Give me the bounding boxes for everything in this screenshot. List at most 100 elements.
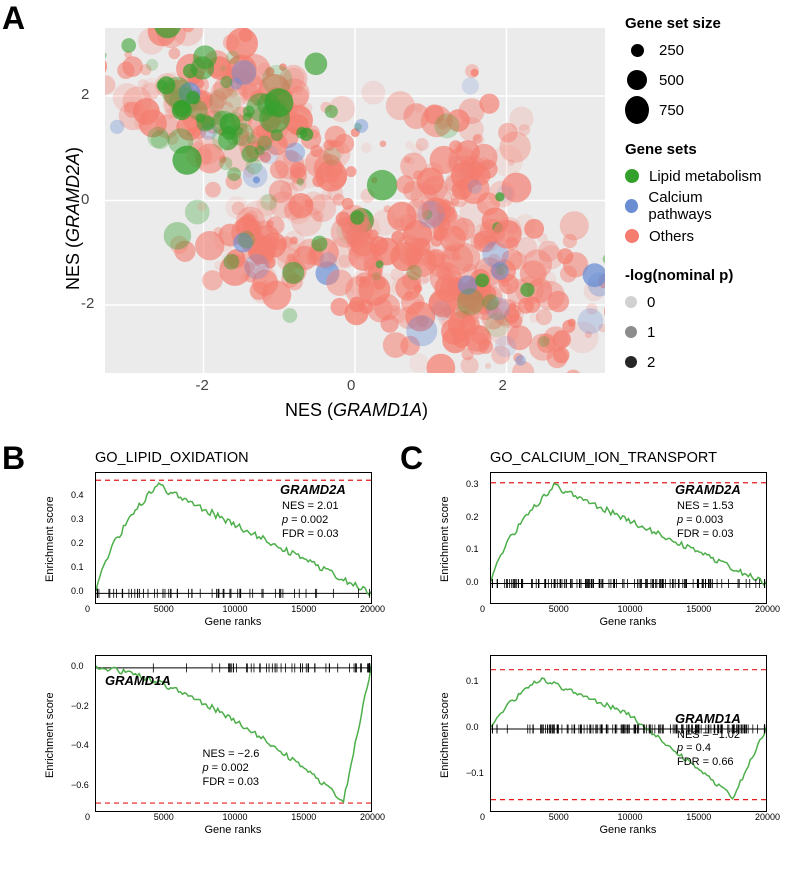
gsea-ytick-label: 0.1	[466, 544, 479, 554]
gsea-ylabel: Enrichment score	[439, 496, 451, 582]
gsea-ytick-label: 0.2	[71, 538, 84, 548]
gsea-xlabel: Gene ranks	[600, 616, 657, 628]
gsea-xtick-label: 20000	[360, 812, 385, 822]
legend-color-row: Lipid metabolism	[625, 163, 765, 189]
gsea-xtick-label: 15000	[291, 604, 316, 614]
gsea-stats: NES = −1.02p = 0.4FDR = 0.66	[677, 729, 740, 770]
gsea-c-top: Enrichment score Gene ranks 0.0 0.1 0.2 0.3 0 5…	[435, 467, 770, 652]
gsea-b-top: Enrichment scoreGene ranks0.00.10.20.30.…	[40, 467, 375, 652]
gsea-xlabel: Gene ranks	[205, 616, 262, 628]
legend-alpha-row: 1	[625, 319, 765, 345]
gsea-xtick-label: 10000	[223, 812, 248, 822]
legend-color-block: Gene sets Lipid metabolism Calcium pathwa…	[625, 141, 765, 249]
legend-label: Lipid metabolism	[649, 168, 762, 185]
gsea-ytick-label: 0.0	[71, 586, 84, 596]
panel-label-b: B	[2, 440, 25, 477]
scatter-plot-area	[105, 28, 605, 373]
panel-a-scatter-container: Human Liver, Male NES (GRAMD2A) NES (GRA…	[45, 10, 765, 430]
x-axis-gene: GRAMD1A	[333, 400, 422, 420]
panel-c-title: GO_CALCIUM_ION_TRANSPORT	[490, 450, 717, 466]
gsea-xtick-label: 0	[85, 604, 90, 614]
legend-size-row: 500	[625, 67, 765, 93]
gsea-xlabel: Gene ranks	[600, 824, 657, 836]
legend-label: 250	[659, 42, 684, 59]
gsea-xtick-label: 5000	[154, 604, 174, 614]
legend-alpha-title: -log(nominal p)	[625, 267, 765, 284]
gsea-ylabel: Enrichment score	[44, 692, 56, 778]
x-axis-suffix: )	[422, 400, 428, 420]
legend-color-row: Calcium pathways	[625, 193, 765, 219]
gsea-xtick-label: 5000	[549, 604, 569, 614]
gsea-ytick-label: −0.1	[466, 768, 484, 778]
legend-label: Calcium pathways	[648, 189, 765, 223]
x-axis-prefix: NES (	[285, 400, 333, 420]
gsea-gene-label: GRAMD2A	[675, 482, 741, 497]
legend-alpha-block: -log(nominal p) 0 1 2	[625, 267, 765, 375]
gsea-stats: NES = −2.6p = 0.002FDR = 0.03	[203, 748, 260, 789]
figure-root: A B C Human Liver, Male NES (GRAMD2A) NE…	[0, 0, 790, 891]
legend-label: 2	[647, 354, 655, 371]
gsea-ytick-label: 0.2	[466, 512, 479, 522]
gsea-xlabel: Gene ranks	[205, 824, 262, 836]
gsea-xtick-label: 15000	[291, 812, 316, 822]
gsea-ytick-label: 0.4	[71, 490, 84, 500]
gsea-stats: NES = 2.01p = 0.002FDR = 0.03	[282, 500, 339, 541]
gsea-stats: NES = 1.53p = 0.003FDR = 0.03	[677, 500, 734, 541]
gsea-ytick-label: 0.0	[466, 577, 479, 587]
gsea-xtick-label: 0	[480, 604, 485, 614]
legend-alpha-row: 0	[625, 289, 765, 315]
gsea-gene-label: GRAMD1A	[675, 711, 741, 726]
legend-size-row: 750	[625, 97, 765, 123]
scatter-svg	[105, 28, 605, 373]
legend-label: 750	[659, 102, 684, 119]
gsea-xtick-label: 20000	[755, 604, 780, 614]
gsea-xtick-label: 0	[85, 812, 90, 822]
gsea-xtick-label: 20000	[360, 604, 385, 614]
gsea-ytick-label: −0.2	[71, 701, 89, 711]
panel-b-title: GO_LIPID_OXIDATION	[95, 450, 249, 466]
x-tick-label: -2	[195, 377, 208, 394]
legend-color-title: Gene sets	[625, 141, 765, 158]
legend-label: 1	[647, 324, 655, 341]
legend-size-title: Gene set size	[625, 15, 765, 32]
gsea-gene-label: GRAMD1A	[105, 673, 171, 688]
gsea-xtick-label: 15000	[686, 812, 711, 822]
gsea-ytick-label: 0.1	[71, 562, 84, 572]
x-tick-label: 0	[347, 377, 355, 394]
y-axis-gene: GRAMD2A	[63, 153, 83, 242]
gsea-xtick-label: 20000	[755, 812, 780, 822]
gsea-ylabel: Enrichment score	[44, 496, 56, 582]
gsea-ytick-label: −0.6	[71, 780, 89, 790]
gsea-ytick-label: 0.3	[466, 479, 479, 489]
y-axis-prefix: NES (	[63, 242, 83, 290]
legend-label: 0	[647, 294, 655, 311]
gsea-xtick-label: 10000	[223, 604, 248, 614]
gsea-c-bottom: Enrichment score Gene ranks −0.1 0.0 0.1 0 500…	[435, 650, 770, 865]
gsea-xtick-label: 10000	[618, 812, 643, 822]
gsea-xtick-label: 0	[480, 812, 485, 822]
gsea-ytick-label: 0.1	[466, 676, 479, 686]
gsea-xtick-label: 15000	[686, 604, 711, 614]
gsea-xtick-label: 5000	[549, 812, 569, 822]
y-tick-label: 0	[81, 191, 89, 208]
x-tick-label: 2	[499, 377, 507, 394]
legend-color-row: Others	[625, 223, 765, 249]
gsea-ylabel: Enrichment score	[439, 692, 451, 778]
gsea-b-bottom: Enrichment score Gene ranks −0.6 −0.4 −0.2 0.…	[40, 650, 375, 865]
gsea-ytick-label: 0.0	[71, 661, 84, 671]
legend: Gene set size 250 500 750 Gene sets Lipid …	[625, 15, 765, 393]
gsea-gene-label: GRAMD2A	[280, 482, 346, 497]
y-axis-title: NES (GRAMD2A)	[63, 147, 84, 290]
y-tick-label: -2	[81, 295, 94, 312]
y-tick-label: 2	[81, 86, 89, 103]
legend-size-row: 250	[625, 37, 765, 63]
x-axis-title: NES (GRAMD1A)	[285, 400, 428, 421]
y-axis-suffix: )	[63, 147, 83, 153]
gsea-xtick-label: 10000	[618, 604, 643, 614]
legend-size-block: Gene set size 250 500 750	[625, 15, 765, 123]
legend-label: Others	[649, 228, 694, 245]
legend-label: 500	[659, 72, 684, 89]
panel-label-c: C	[400, 440, 423, 477]
gsea-ytick-label: −0.4	[71, 740, 89, 750]
gsea-ytick-label: 0.0	[466, 722, 479, 732]
